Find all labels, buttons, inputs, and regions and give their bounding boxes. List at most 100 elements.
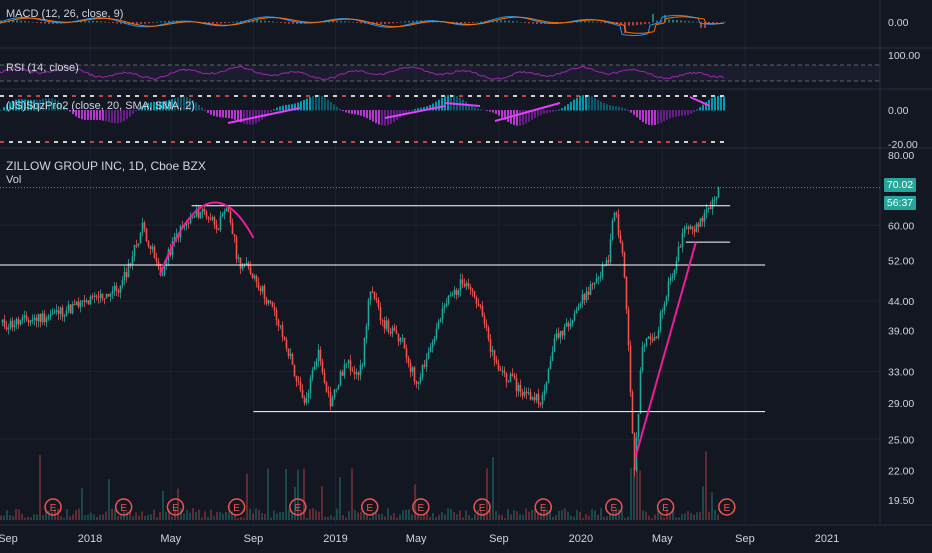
volume-bar <box>627 516 629 520</box>
candle-body <box>59 307 62 314</box>
macd-hist-bar <box>208 22 210 24</box>
macd-line <box>0 14 725 37</box>
candle-body <box>373 291 376 299</box>
volume-bar <box>207 516 209 520</box>
volume-bar <box>537 514 539 520</box>
squeeze-hist-bar <box>699 107 701 111</box>
squeeze-divergence-line <box>689 96 711 107</box>
squeeze-hist-bar <box>672 110 674 118</box>
volume-bar <box>618 509 620 520</box>
volume-bar <box>516 511 518 520</box>
candle-body <box>313 366 316 371</box>
squeeze-hist-bar <box>681 110 683 116</box>
squeeze-dot <box>666 95 670 97</box>
volume-bar <box>501 515 503 520</box>
price-axis-label: 29.00 <box>888 398 914 410</box>
candle-body <box>701 218 704 222</box>
candle-body <box>151 246 154 249</box>
candle-body <box>257 282 260 289</box>
drawn-levels[interactable] <box>0 187 880 458</box>
macd-hist-bar <box>584 21 586 23</box>
macd-hist-bar <box>468 22 470 24</box>
volume-bar <box>261 513 263 520</box>
candle-body <box>77 301 80 307</box>
squeeze-hist-bar <box>135 110 137 112</box>
macd-hist-bar <box>84 21 86 23</box>
candle-body <box>589 284 592 295</box>
volume-bar <box>381 513 383 520</box>
volume-bar <box>513 509 515 520</box>
candle-body <box>397 333 400 342</box>
macd-hist-bar <box>292 22 294 24</box>
volume-bar <box>534 508 536 520</box>
squeeze-dot <box>567 141 571 143</box>
squeeze-hist-bar <box>675 110 677 117</box>
time-axis-label: Sep <box>489 533 509 545</box>
candle-body <box>399 338 402 342</box>
volume-bar <box>531 509 533 520</box>
candle-body <box>593 282 596 285</box>
candle-body <box>687 226 690 229</box>
volume-bar <box>267 468 269 520</box>
candle-body <box>529 392 532 400</box>
squeeze-dot <box>90 95 94 97</box>
candle-body <box>673 270 676 277</box>
candle-body <box>191 217 194 219</box>
candle-body <box>25 315 28 321</box>
volume-bar <box>390 515 392 520</box>
macd-hist-bar <box>716 22 718 23</box>
squeeze-hist-bar <box>711 97 713 111</box>
squeeze-hist-bar <box>723 96 725 111</box>
candle-body <box>531 397 534 400</box>
earnings-marker-label: E <box>418 503 425 514</box>
macd-hist-bar <box>636 22 638 26</box>
squeeze-dot <box>144 95 148 97</box>
squeeze-hist-bar <box>315 95 317 111</box>
macd-hist-bar <box>640 22 642 25</box>
macd-hist-bar <box>720 22 722 23</box>
rsi-band <box>0 65 880 81</box>
squeeze-hist-bar <box>288 104 290 111</box>
macd-hist-bar <box>684 20 686 23</box>
candle-body <box>163 263 166 275</box>
squeeze-hist-bar <box>519 110 521 126</box>
macd-hist-bar <box>476 21 478 23</box>
squeeze-hist-bar <box>36 99 38 111</box>
squeeze-hist-bar <box>171 99 173 111</box>
candle-body <box>631 392 634 434</box>
macd-hist-bar <box>696 21 698 23</box>
squeeze-hist-bar <box>618 106 620 111</box>
macd-hist-bar <box>40 22 42 24</box>
squeeze-hist-bar <box>627 110 629 111</box>
squeeze-hist-bar <box>12 100 14 111</box>
squeeze-hist-bar <box>615 106 617 111</box>
candle-body <box>633 433 636 471</box>
candle-body <box>587 291 590 295</box>
candle-body <box>591 284 594 286</box>
squeeze-hist-bar <box>642 110 644 122</box>
candle-body <box>225 208 228 212</box>
volume-bar <box>603 516 605 520</box>
volume-bar <box>444 514 446 520</box>
candle-body <box>349 360 352 371</box>
candle-body <box>567 322 570 327</box>
squeeze-hist-bar <box>324 97 326 111</box>
squeeze-dot <box>9 95 13 97</box>
candle-body <box>337 385 340 389</box>
rsi-label: RSI (14, close) <box>6 62 79 74</box>
squeeze-hist-bar <box>174 98 176 111</box>
volume-bar <box>636 466 638 520</box>
squeeze-dot <box>36 95 40 97</box>
squeeze-dot <box>621 141 625 143</box>
candle-body <box>645 338 648 346</box>
volume-bar <box>66 509 68 520</box>
squeeze-dot <box>117 95 121 97</box>
squeeze-hist-bar <box>111 110 113 123</box>
squeeze-hist-bar <box>219 110 221 118</box>
candle-body <box>621 242 624 253</box>
squeeze-hist-bar <box>33 100 35 111</box>
volume-bar <box>690 512 692 520</box>
